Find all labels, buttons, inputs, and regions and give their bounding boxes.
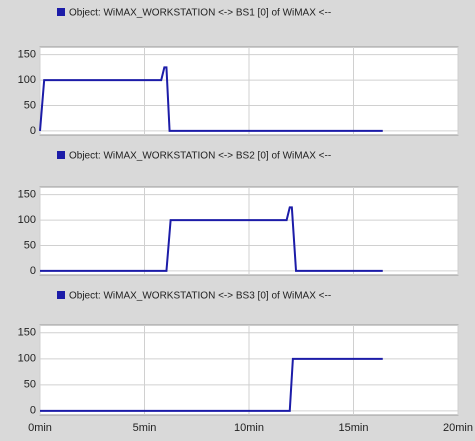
legend-swatch	[57, 151, 65, 159]
line-series	[40, 357, 383, 412]
y-tick-label: 0	[30, 125, 36, 137]
y-tick-label: 100	[18, 74, 36, 86]
x-tick-label: 15min	[339, 422, 369, 434]
y-tick-label: 100	[18, 353, 36, 365]
y-tick-label: 150	[18, 327, 36, 339]
y-tick-label: 150	[18, 189, 36, 201]
y-tick-label: 100	[18, 214, 36, 226]
line-series	[39, 66, 383, 132]
legend-swatch	[57, 8, 65, 16]
y-tick-label: 50	[24, 99, 36, 111]
x-tick-label: 10min	[234, 422, 264, 434]
legend-label: Object: WiMAX_WORKSTATION <-> BS3 [0] of…	[69, 291, 331, 302]
y-tick-label: 50	[24, 379, 36, 391]
x-tick-label: 0min	[28, 422, 52, 434]
y-tick-label: 150	[18, 49, 36, 61]
legend-swatch	[57, 291, 65, 299]
y-tick-label: 50	[24, 239, 36, 251]
line-series	[40, 206, 383, 272]
legend-label: Object: WiMAX_WORKSTATION <-> BS1 [0] of…	[69, 8, 331, 19]
y-tick-label: 0	[30, 265, 36, 277]
x-tick-label: 5min	[133, 422, 157, 434]
y-tick-label: 0	[30, 405, 36, 417]
x-tick-label: 20min	[443, 422, 473, 434]
legend-label: Object: WiMAX_WORKSTATION <-> BS2 [0] of…	[69, 151, 331, 162]
